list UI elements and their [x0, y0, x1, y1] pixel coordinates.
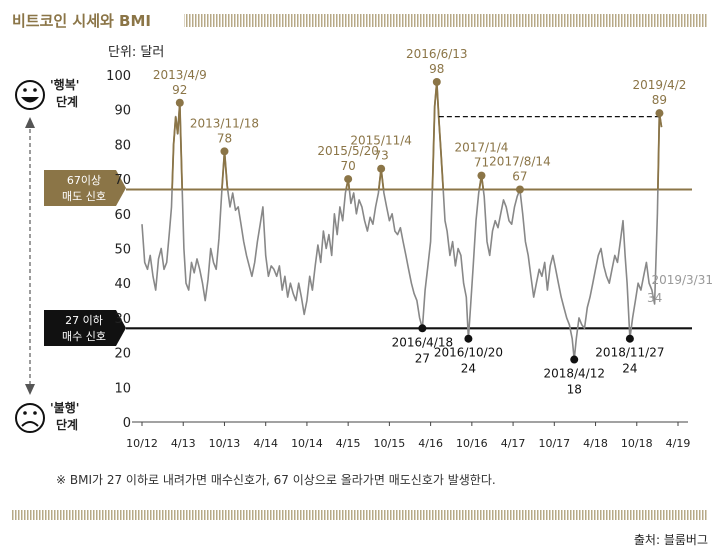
x-tick-label: 4/15: [336, 437, 361, 450]
y-tick-label: 80: [114, 138, 131, 153]
peak-date-label: 2019/4/2: [632, 78, 686, 92]
y-tick-label: 50: [114, 243, 131, 258]
peak-marker: [477, 171, 486, 180]
x-tick-label: 10/17: [538, 437, 570, 450]
peak-value-label: 98: [429, 62, 444, 76]
peak-date-label: 2016/6/13: [406, 47, 468, 61]
unit-label: 단위: 달러: [108, 45, 164, 60]
above-sell-threshold-segment: [657, 113, 663, 190]
sad-face-icon: [15, 403, 45, 433]
x-tick-label: 4/13: [171, 437, 196, 450]
trough-date-label: 2016/4/18: [392, 335, 454, 349]
x-tick-label: 10/15: [374, 437, 406, 450]
sell-signal-label-2: 매도 신호: [62, 190, 106, 203]
y-tick-label: 90: [114, 104, 131, 119]
unhappy-stage-label-1: '불행': [50, 400, 79, 415]
peak-value-label: 92: [172, 83, 187, 97]
x-tick-label: 10/14: [291, 437, 323, 450]
x-tick-label: 10/12: [126, 437, 158, 450]
y-tick-label: 30: [114, 312, 131, 327]
x-tick-label: 4/19: [666, 437, 691, 450]
y-tick-label: 70: [114, 173, 131, 188]
x-tick-label: 4/18: [583, 437, 608, 450]
axes-layer: 0 10 20 30 40 50 60 70 80 90 100 10/12 4/13 10/13 4/14…: [106, 69, 690, 450]
buy-signal-label-2: 매수 신호: [62, 330, 106, 343]
peak-marker: [344, 175, 353, 184]
trough-marker: [418, 324, 427, 333]
trough-date-label: 2018/4/12: [543, 367, 605, 381]
peak-date-label: 2017/8/14: [489, 155, 551, 169]
peak-marker: [377, 164, 386, 173]
peak-date-label: 2017/1/4: [455, 141, 509, 155]
scale-double-arrow-icon: [25, 117, 35, 395]
y-tick-label: 40: [114, 277, 131, 292]
x-tick-label: 4/14: [253, 437, 278, 450]
footer-stripe-decoration: [12, 510, 708, 520]
peak-date-label: 2015/5/20: [317, 144, 379, 158]
trough-date-label: 2016/10/20: [434, 346, 503, 360]
peak-value-label: 67: [512, 170, 527, 184]
gray-date-label: 2019/3/31: [651, 273, 713, 287]
peak-date-label: 2013/11/18: [190, 116, 259, 130]
peak-date-label: 2015/11/4: [350, 134, 412, 148]
buy-signal-label-1: 27 이하: [65, 313, 103, 327]
happy-stage-label-2: 단계: [56, 94, 78, 109]
footnote: ※ BMI가 27 이하로 내려가면 매수신호가, 67 이상으로 올라가면 매…: [56, 473, 496, 487]
x-tick-label: 10/16: [456, 437, 488, 450]
peak-marker: [220, 147, 229, 156]
source-label: 출처: 블룸버그: [634, 533, 708, 547]
peak-value-label: 70: [341, 159, 356, 173]
y-tick-label: 100: [106, 69, 131, 84]
x-tick-label: 4/17: [501, 437, 526, 450]
y-tick-label: 10: [114, 381, 131, 396]
above-sell-threshold-segment: [171, 102, 184, 190]
y-tick-label: 20: [114, 347, 131, 362]
peak-value-label: 71: [474, 156, 489, 170]
sell-signal-box: [44, 170, 126, 206]
trough-value-label: 27: [415, 351, 430, 365]
happy-stage-label-1: '행복': [50, 77, 79, 92]
x-tick-label: 10/13: [209, 437, 241, 450]
trough-value-label: 24: [622, 362, 637, 376]
peak-marker: [432, 77, 441, 86]
trough-date-label: 2018/11/27: [595, 346, 664, 360]
gray-value-label: 34: [647, 291, 662, 305]
trough-marker: [464, 334, 473, 343]
peak-marker: [175, 98, 184, 107]
peak-marker: [655, 109, 664, 118]
peak-value-label: 78: [217, 131, 232, 145]
title-stripe-decoration: [184, 14, 708, 27]
trough-value-label: 18: [567, 383, 582, 397]
above-sell-threshold-segment: [431, 81, 445, 190]
unhappy-stage-label-2: 단계: [56, 417, 78, 432]
threshold-lines: [126, 188, 692, 330]
trough-value-label: 24: [461, 362, 476, 376]
peak-value-label: 89: [652, 93, 667, 107]
x-tick-label: 4/16: [418, 437, 443, 450]
above-sell-threshold-segment: [221, 151, 229, 190]
chart-title: 비트코인 시세와 BMI: [12, 12, 151, 30]
peak-marker: [515, 185, 524, 194]
peak-value-label: 73: [373, 149, 388, 163]
happy-smiley-icon: [15, 80, 45, 110]
trough-marker: [570, 355, 579, 364]
trough-marker: [625, 334, 634, 343]
buy-signal-box: [44, 310, 126, 346]
y-tick-label: 0: [123, 416, 131, 431]
peak-date-label: 2013/4/9: [153, 68, 207, 82]
x-tick-label: 10/18: [621, 437, 653, 450]
y-tick-label: 60: [114, 208, 131, 223]
sell-signal-label-1: 67이상: [67, 174, 101, 187]
